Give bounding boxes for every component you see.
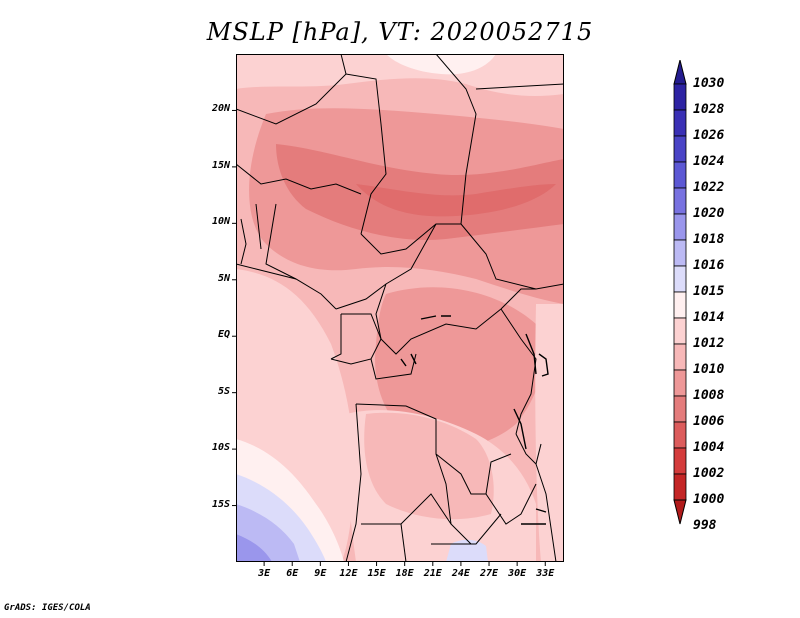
colorbar-swatch	[673, 343, 687, 371]
lon-tick-label: 21E	[423, 568, 442, 579]
lat-tick-label: 5N	[217, 272, 230, 284]
colorbar-level-label: 1000	[693, 492, 725, 507]
colorbar-swatch	[673, 395, 687, 423]
lon-tick-label: 12E	[339, 568, 358, 579]
colorbar-swatch	[673, 265, 687, 293]
colorbar-swatch	[673, 291, 687, 319]
colorbar-swatch	[673, 317, 687, 345]
colorbar-swatch	[673, 161, 687, 189]
colorbar-swatch	[673, 473, 687, 501]
colorbar-level-label: 1015	[693, 284, 725, 299]
colorbar-level-label: 1002	[693, 466, 725, 481]
lon-tick-label: 24E	[451, 568, 470, 579]
lon-tick-label: 18E	[395, 568, 414, 579]
grads-credit: GrADS: IGES/COLA	[4, 603, 91, 613]
colorbar-level-label: 1022	[693, 180, 725, 195]
lat-tick-label: EQ	[217, 329, 230, 341]
colorbar-level-label: 1004	[693, 440, 725, 455]
colorbar-level-label: 1024	[693, 154, 725, 169]
colorbar-swatch	[673, 187, 687, 215]
colorbar-level-label: 1016	[693, 258, 725, 273]
colorbar-level-label: 1030	[693, 76, 725, 91]
colorbar-level-label: 1006	[693, 414, 725, 429]
lat-tick-label: 20N	[211, 103, 230, 115]
lat-tick-label: 15N	[211, 159, 230, 171]
pressure-field	[236, 54, 564, 562]
colorbar-swatch	[673, 83, 687, 111]
colorbar-level-label: 1028	[693, 102, 725, 117]
colorbar-level-label: 1026	[693, 128, 725, 143]
colorbar-level-label: 1014	[693, 310, 725, 325]
colorbar-top-arrow	[673, 60, 687, 85]
colorbar-bottom-arrow	[673, 499, 687, 525]
colorbar-swatch	[673, 213, 687, 241]
lon-tick-label: 3E	[258, 568, 271, 579]
colorbar-swatch	[673, 109, 687, 137]
lon-tick-label: 6E	[286, 568, 299, 579]
lon-tick-label: 27E	[479, 568, 499, 579]
colorbar-level-label: 1008	[693, 388, 725, 403]
colorbar-swatch	[673, 239, 687, 267]
colorbar	[673, 60, 687, 525]
colorbar-swatch	[673, 369, 687, 397]
lon-tick-label: 30E	[508, 568, 527, 579]
lat-tick-label: 15S	[211, 498, 230, 510]
colorbar-level-label: 1012	[693, 336, 725, 351]
colorbar-level-label: 998	[693, 518, 717, 533]
colorbar-swatch	[673, 421, 687, 449]
lat-tick-label: 5S	[217, 385, 230, 397]
colorbar-swatch	[673, 447, 687, 475]
lon-tick-label: 15E	[367, 568, 386, 579]
lat-tick-label: 10S	[211, 442, 230, 454]
colorbar-level-label: 1018	[693, 232, 725, 247]
colorbar-level-label: 1010	[693, 362, 725, 377]
lon-tick-label: 9E	[314, 568, 327, 579]
map-title: MSLP [hPa], VT: 2020052715	[206, 18, 594, 46]
lat-tick-label: 10N	[211, 216, 230, 228]
pressure-map	[236, 54, 564, 562]
colorbar-level-label: 1020	[693, 206, 725, 221]
lon-tick-label: 33E	[536, 568, 555, 579]
colorbar-swatch	[673, 135, 687, 163]
